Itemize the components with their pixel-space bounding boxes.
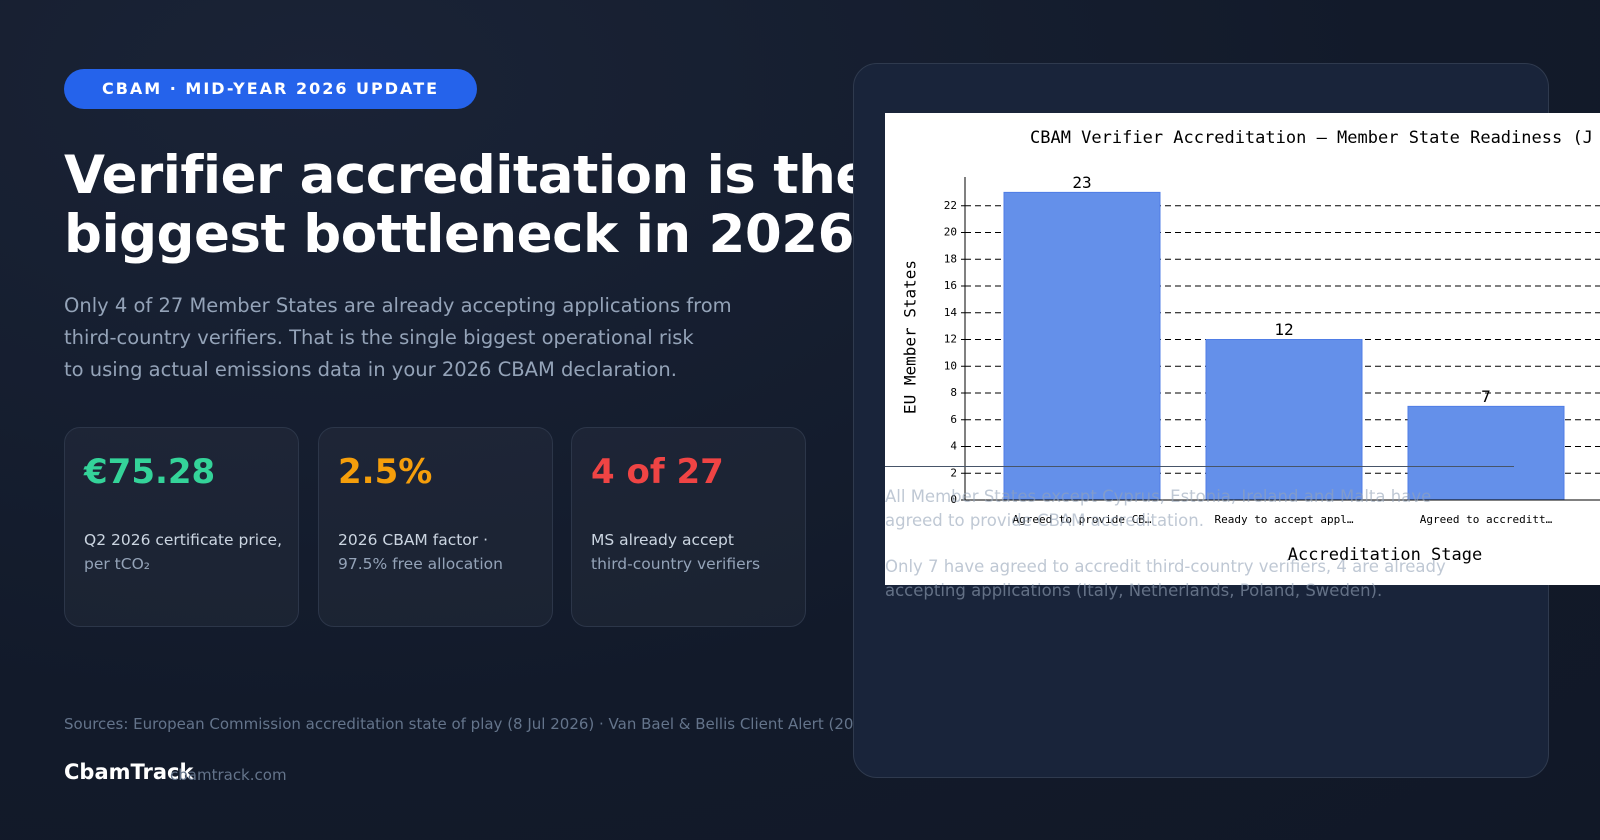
stat-label-line: MS already accept — [591, 531, 734, 549]
note-line: Only 7 have agreed to accredit third-cou… — [885, 557, 1446, 576]
note: Only 7 have agreed to accredit third-cou… — [885, 555, 1446, 603]
lead-line: to using actual emissions data in your 2… — [64, 358, 677, 381]
bar — [1407, 405, 1565, 501]
stat-value: 4 of 27 — [591, 452, 724, 492]
note: All Member States except Cyprus, Estonia… — [885, 485, 1431, 533]
note-line: agreed to provide CBAM accreditation. — [885, 511, 1204, 530]
stat-value: 2.5% — [338, 452, 433, 492]
y-tick-label: 4 — [950, 440, 957, 453]
stat-label: Q2 2026 certificate price, per tCO₂ — [84, 528, 282, 576]
y-tick-label: 20 — [944, 226, 957, 239]
x-tick-label: Agreed to accreditt… — [1420, 513, 1553, 526]
stat-label-line: Q2 2026 certificate price, — [84, 531, 283, 549]
lead-line: third-country verifiers. That is the sin… — [64, 326, 694, 349]
y-tick-label: 16 — [944, 279, 957, 292]
y-tick-label: 14 — [944, 306, 958, 319]
y-tick-label: 22 — [944, 199, 957, 212]
bar — [1205, 339, 1363, 501]
y-tick-label: 8 — [950, 386, 957, 399]
chart: CBAM Verifier Accreditation — Member Sta… — [885, 113, 1600, 585]
divider — [885, 466, 1514, 467]
domain: cbamtrack.com — [170, 766, 287, 784]
y-tick-label: 2 — [950, 466, 957, 479]
stat-label-line: per tCO₂ — [84, 555, 150, 573]
data-label: 23 — [1072, 173, 1091, 192]
sources: Sources: European Commission accreditati… — [64, 715, 920, 733]
y-tick-label: 12 — [944, 333, 957, 346]
stat-label-line: 97.5% free allocation — [338, 555, 503, 573]
stat-card: 2.5% 2026 CBAM factor · 97.5% free alloca… — [318, 427, 553, 627]
stat-card: 4 of 27 MS already accept third-country v… — [571, 427, 806, 627]
y-tick-label: 10 — [944, 359, 957, 372]
lead: Only 4 of 27 Member States are already a… — [64, 290, 732, 386]
note-line: accepting applications (Italy, Netherlan… — [885, 581, 1383, 600]
headline: Verifier accreditation is the biggest bo… — [64, 146, 871, 264]
x-axis-label: Accreditation Stage — [1288, 545, 1482, 565]
lead-line: Only 4 of 27 Member States are already a… — [64, 294, 732, 317]
y-axis-label: EU Member States — [901, 260, 920, 414]
stat-label: MS already accept third-country verifiers — [591, 528, 760, 576]
stat-label-line: 2026 CBAM factor · — [338, 531, 488, 549]
y-tick-label: 18 — [944, 252, 957, 265]
badge: CBAM · MID-YEAR 2026 UPDATE — [64, 69, 477, 109]
bar — [1003, 191, 1161, 501]
y-tick-label: 0 — [950, 493, 957, 506]
chart-title: CBAM Verifier Accreditation — Member Sta… — [1030, 128, 1593, 148]
x-tick-label: Agreed to provide CB… — [1012, 513, 1151, 526]
stat-card: €75.28 Q2 2026 certificate price, per tCO… — [64, 427, 299, 627]
stat-label-line: third-country verifiers — [591, 555, 761, 573]
stat-label: 2026 CBAM factor · 97.5% free allocation — [338, 528, 503, 576]
brand: CbamTrack — [64, 760, 194, 784]
x-tick-label: Ready to accept appl… — [1214, 513, 1353, 526]
stat-value: €75.28 — [84, 452, 216, 492]
data-label: 12 — [1274, 320, 1293, 339]
headline-line: Verifier accreditation is the — [64, 145, 871, 206]
data-label: 7 — [1481, 387, 1491, 406]
headline-line: biggest bottleneck in 2026 — [64, 204, 855, 265]
y-tick-label: 6 — [950, 413, 957, 426]
note-line: All Member States except Cyprus, Estonia… — [885, 487, 1432, 506]
